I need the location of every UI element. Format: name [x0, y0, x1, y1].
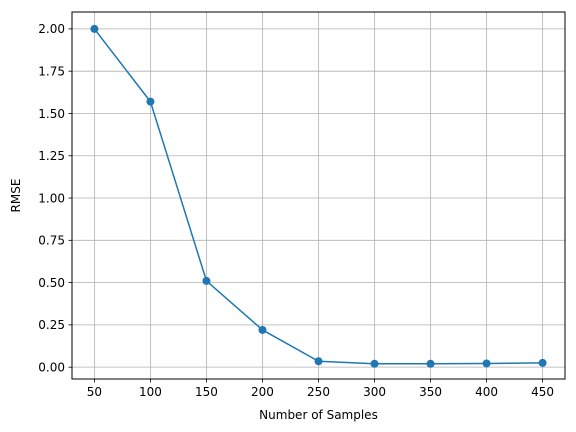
y-tick-label: 1.25 [38, 149, 65, 163]
y-tick-label: 0.25 [38, 318, 65, 332]
y-tick-label: 1.50 [38, 107, 65, 121]
series-layer [90, 24, 547, 368]
y-tick-label: 1.00 [38, 191, 65, 205]
rmse-data-point [146, 97, 155, 106]
x-axis-label: Number of Samples [259, 408, 378, 422]
rmse-data-point [202, 276, 211, 285]
rmse-data-point [90, 24, 99, 33]
rmse-data-point [426, 359, 435, 368]
rmse-data-point [258, 325, 267, 334]
rmse-data-point [482, 359, 491, 368]
rmse-data-point [314, 357, 323, 366]
y-axis-label: RMSE [9, 179, 23, 213]
x-tick-label: 50 [87, 385, 102, 399]
rmse-data-point [370, 359, 379, 368]
x-tick-label: 100 [139, 385, 162, 399]
x-tick-label: 250 [307, 385, 330, 399]
y-tick-label: 0.50 [38, 276, 65, 290]
y-tick-label: 2.00 [38, 22, 65, 36]
x-tick-label: 350 [419, 385, 442, 399]
tick-layer: 50 100 150 200 250 300 350 400 450 0.00 0.25 0.50 0.… [38, 22, 554, 399]
y-tick-label: 1.75 [38, 64, 65, 78]
x-tick-label: 400 [475, 385, 498, 399]
x-tick-label: 150 [195, 385, 218, 399]
x-tick-label: 200 [251, 385, 274, 399]
grid-lines [72, 12, 565, 379]
rmse-data-point [538, 358, 547, 367]
x-tick-label: 450 [531, 385, 554, 399]
x-tick-label: 300 [363, 385, 386, 399]
y-tick-label: 0.00 [38, 360, 65, 374]
y-tick-label: 0.75 [38, 234, 65, 248]
